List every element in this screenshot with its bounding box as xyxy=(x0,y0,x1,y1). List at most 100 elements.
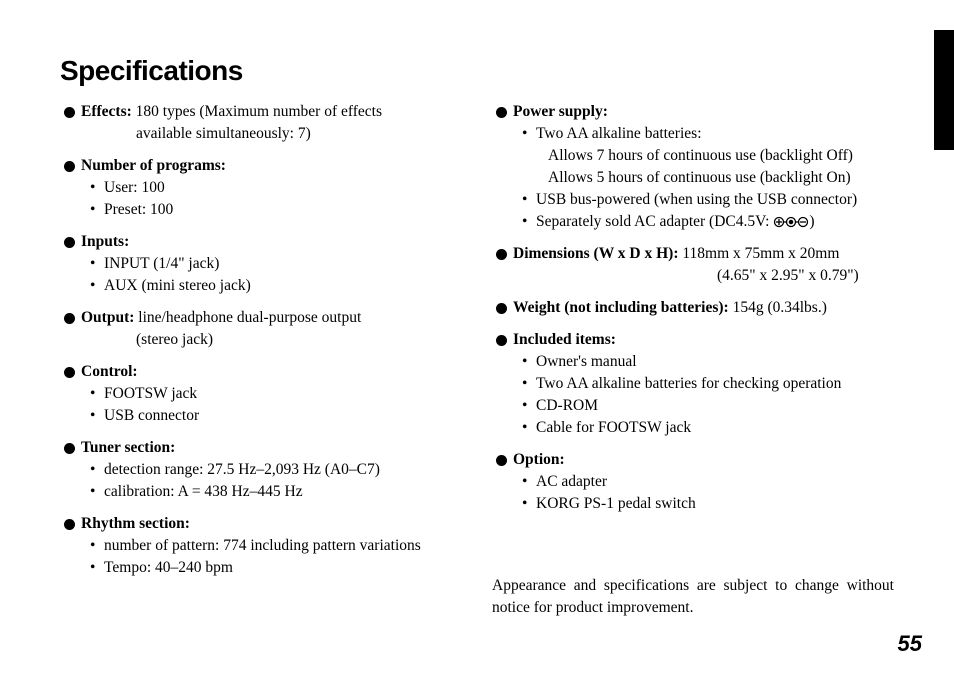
bullet-icon xyxy=(496,303,507,314)
item-text: Two AA alkaline batteries: xyxy=(536,123,894,145)
list-item: •USB connector xyxy=(90,405,462,427)
spec-programs: Number of programs: •User: 100 •Preset: … xyxy=(60,155,462,221)
bullet-small-icon: • xyxy=(90,459,102,481)
spec-text: Effects: 180 types (Maximum number of ef… xyxy=(81,101,382,123)
item-text: Separately sold AC adapter (DC4.5V: ) xyxy=(536,211,894,233)
item-text: number of pattern: 774 including pattern… xyxy=(104,535,462,557)
item-text: Tempo: 40–240 bpm xyxy=(104,557,462,579)
list-item: •FOOTSW jack xyxy=(90,383,462,405)
adapter-text-post: ) xyxy=(809,213,814,230)
item-text: FOOTSW jack xyxy=(104,383,462,405)
bullet-icon xyxy=(64,237,75,248)
list-item: •Owner's manual xyxy=(522,351,894,373)
dc-polarity-icon xyxy=(773,213,809,230)
list-item: • Separately sold AC adapter (DC4.5V: ) xyxy=(522,211,894,233)
spec-label: Effects: xyxy=(81,103,132,120)
bullet-small-icon: • xyxy=(90,535,102,557)
bullet-small-icon: • xyxy=(90,481,102,503)
thumb-tab xyxy=(934,30,954,150)
item-text: detection range: 27.5 Hz–2,093 Hz (A0–C7… xyxy=(104,459,462,481)
bullet-small-icon: • xyxy=(90,253,102,275)
item-text: Cable for FOOTSW jack xyxy=(536,417,894,439)
bullet-small-icon: • xyxy=(522,373,534,395)
item-text: Allows 5 hours of continuous use (backli… xyxy=(536,167,894,189)
spec-dimensions: Dimensions (W x D x H): 118mm x 75mm x 2… xyxy=(492,243,894,287)
spec-effects: Effects: 180 types (Maximum number of ef… xyxy=(60,101,462,145)
column-left: Effects: 180 types (Maximum number of ef… xyxy=(60,101,462,620)
columns-wrapper: Effects: 180 types (Maximum number of ef… xyxy=(60,101,894,620)
bullet-icon xyxy=(64,443,75,454)
spec-label: Rhythm section: xyxy=(81,513,190,535)
bullet-small-icon: • xyxy=(90,557,102,579)
bullet-icon xyxy=(64,313,75,324)
spec-included: Included items: •Owner's manual •Two AA … xyxy=(492,329,894,439)
page-title: Specifications xyxy=(60,55,894,87)
spec-text: Weight (not including batteries): 154g (… xyxy=(513,297,827,319)
bullet-small-icon: • xyxy=(90,405,102,427)
item-text: calibration: A = 438 Hz–445 Hz xyxy=(104,481,462,503)
bullet-small-icon: • xyxy=(522,211,534,233)
spec-weight: Weight (not including batteries): 154g (… xyxy=(492,297,894,319)
item-text: USB bus-powered (when using the USB conn… xyxy=(536,189,894,211)
bullet-small-icon: • xyxy=(90,383,102,405)
list-item: •detection range: 27.5 Hz–2,093 Hz (A0–C… xyxy=(90,459,462,481)
sub-list: •INPUT (1/4" jack) •AUX (mini stereo jac… xyxy=(60,253,462,297)
list-item: •Two AA alkaline batteries: xyxy=(522,123,894,145)
bullet-icon xyxy=(64,161,75,172)
list-item: •AC adapter xyxy=(522,471,894,493)
spec-output: Output: line/headphone dual-purpose outp… xyxy=(60,307,462,351)
bullet-icon xyxy=(496,249,507,260)
bullet-small-icon: • xyxy=(522,123,534,145)
spec-option: Option: •AC adapter •KORG PS-1 pedal swi… xyxy=(492,449,894,515)
item-text: AC adapter xyxy=(536,471,894,493)
list-item: •USB bus-powered (when using the USB con… xyxy=(522,189,894,211)
bullet-small-icon: • xyxy=(522,189,534,211)
spec-continuation: (stereo jack) xyxy=(60,329,462,351)
item-text: CD-ROM xyxy=(536,395,894,417)
spec-label: Tuner section: xyxy=(81,437,175,459)
bullet-small-icon: • xyxy=(522,417,534,439)
list-item: •Two AA alkaline batteries for checking … xyxy=(522,373,894,395)
spec-label: Weight (not including batteries): xyxy=(513,299,729,316)
list-item: •calibration: A = 438 Hz–445 Hz xyxy=(90,481,462,503)
sub-list: •AC adapter •KORG PS-1 pedal switch xyxy=(492,471,894,515)
bullet-small-icon: • xyxy=(90,177,102,199)
list-item-cont: Allows 7 hours of continuous use (backli… xyxy=(522,145,894,167)
sub-list: •Owner's manual •Two AA alkaline batteri… xyxy=(492,351,894,439)
sub-list: •Two AA alkaline batteries: Allows 7 hou… xyxy=(492,123,894,233)
item-text: INPUT (1/4" jack) xyxy=(104,253,462,275)
page-content: Specifications Effects: 180 types (Maxim… xyxy=(0,0,954,620)
list-item-cont: Allows 5 hours of continuous use (backli… xyxy=(522,167,894,189)
spec-continuation: available simultaneously: 7) xyxy=(60,123,462,145)
bullet-small-icon: • xyxy=(90,199,102,221)
spec-label: Number of programs: xyxy=(81,155,226,177)
bullet-icon xyxy=(496,455,507,466)
spec-continuation: (4.65" x 2.95" x 0.79") xyxy=(492,265,894,287)
list-item: •INPUT (1/4" jack) xyxy=(90,253,462,275)
spec-label: Control: xyxy=(81,361,138,383)
bullet-icon xyxy=(496,335,507,346)
list-item: •Cable for FOOTSW jack xyxy=(522,417,894,439)
bullet-small-icon: • xyxy=(90,275,102,297)
spec-text: Output: line/headphone dual-purpose outp… xyxy=(81,307,361,329)
spec-control: Control: •FOOTSW jack •USB connector xyxy=(60,361,462,427)
list-item: •AUX (mini stereo jack) xyxy=(90,275,462,297)
spec-label: Included items: xyxy=(513,329,616,351)
item-text: KORG PS-1 pedal switch xyxy=(536,493,894,515)
spec-value: 180 types (Maximum number of effects xyxy=(132,103,382,120)
bullet-small-icon: • xyxy=(522,351,534,373)
list-item: •KORG PS-1 pedal switch xyxy=(522,493,894,515)
item-text: USB connector xyxy=(104,405,462,427)
spec-rhythm: Rhythm section: •number of pattern: 774 … xyxy=(60,513,462,579)
spec-value: 118mm x 75mm x 20mm xyxy=(678,245,839,262)
sub-list: •FOOTSW jack •USB connector xyxy=(60,383,462,427)
spec-text: Dimensions (W x D x H): 118mm x 75mm x 2… xyxy=(513,243,839,265)
spec-power: Power supply: •Two AA alkaline batteries… xyxy=(492,101,894,233)
adapter-text-pre: Separately sold AC adapter (DC4.5V: xyxy=(536,213,773,230)
item-text: Preset: 100 xyxy=(104,199,462,221)
spec-value: line/headphone dual-purpose output xyxy=(134,309,361,326)
sub-list: •User: 100 •Preset: 100 xyxy=(60,177,462,221)
list-item: •CD-ROM xyxy=(522,395,894,417)
list-item: •Tempo: 40–240 bpm xyxy=(90,557,462,579)
spec-tuner: Tuner section: •detection range: 27.5 Hz… xyxy=(60,437,462,503)
